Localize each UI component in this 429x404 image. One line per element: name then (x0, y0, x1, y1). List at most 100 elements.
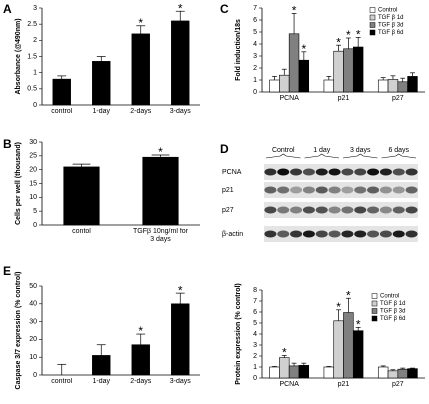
significance-mark: * (178, 1, 183, 15)
panel-letter: D (220, 142, 229, 156)
blot-band (341, 186, 354, 194)
blot-band (328, 206, 341, 214)
bar (288, 365, 300, 379)
x-tick-label-box: 3-days (169, 378, 191, 385)
blot-band (302, 206, 315, 214)
significance-mark: * (336, 35, 341, 49)
legend-swatch (369, 29, 376, 36)
x-tick-label: 3-days (169, 378, 191, 385)
x-tick-label-box: p21 (337, 95, 350, 102)
x-tick-label-box: 1-day (92, 108, 110, 115)
blot-band (277, 168, 290, 176)
x-tick-label-box: 1-day (92, 378, 110, 385)
x-tick-label-box: 2-days (130, 378, 151, 385)
blot-band (290, 186, 303, 194)
bar (377, 366, 389, 379)
blot-row-label: β-actin (222, 231, 243, 238)
legend-label: TGF β 6d (380, 316, 405, 322)
x-tick-label-box: control (51, 108, 72, 115)
panel-letter: A (3, 2, 12, 16)
y-tick-label: 0 (33, 222, 37, 229)
bar (397, 81, 408, 93)
blot-band (277, 206, 290, 214)
y-tick-label: 1 (33, 70, 37, 77)
blot-row-label: PCNA (222, 169, 242, 176)
x-tick-label: p21 (337, 381, 350, 388)
bar (52, 78, 71, 106)
significance-mark: * (356, 318, 361, 332)
bar (269, 366, 280, 379)
bar (92, 61, 111, 106)
y-tick-label: 1 (253, 77, 257, 84)
blot-bracket (342, 153, 378, 159)
legend-label: Control (380, 294, 399, 300)
blot-band (354, 230, 367, 238)
blot-group-label: 3 days (350, 147, 371, 154)
blot-band (264, 230, 277, 238)
significance-mark: * (346, 288, 351, 302)
legend-swatch (369, 22, 376, 28)
y-tick-label: 3 (33, 5, 37, 12)
blot-band (405, 168, 418, 176)
panel-letter: B (3, 137, 12, 151)
blot-band (379, 206, 392, 214)
legend-label: TGF β 3d (380, 309, 405, 315)
bar (92, 355, 111, 376)
blot-band (277, 230, 290, 238)
x-tick-label: p21 (337, 95, 350, 102)
x-tick-label: p27 (391, 95, 404, 102)
blot-band (315, 186, 328, 194)
blot-band (392, 186, 405, 194)
bar (269, 79, 280, 93)
blot-bracket (304, 153, 340, 159)
y-tick-label: 25 (29, 153, 37, 160)
significance-mark: * (292, 4, 297, 18)
legend-swatch (371, 300, 378, 307)
blot-band (392, 206, 405, 214)
y-tick-label: 5 (33, 208, 37, 215)
blot-strip (264, 202, 418, 218)
blot-row-label: p21 (222, 187, 234, 194)
bar (323, 79, 335, 93)
y-tick-label: 10 (29, 354, 37, 361)
bar (407, 368, 418, 379)
y-tick-label: 40 (29, 301, 37, 308)
y-tick-label: 15 (29, 180, 37, 187)
x-tick-label-box: p21 (337, 381, 350, 388)
bar (131, 33, 150, 106)
blot-band (379, 230, 392, 238)
significance-mark: * (336, 300, 341, 314)
panel-letter: C (220, 2, 229, 16)
significance-mark: * (346, 28, 351, 42)
bar (279, 74, 290, 93)
y-tick-label: 2 (253, 353, 257, 360)
legend-swatch (369, 7, 376, 13)
bar (298, 59, 310, 93)
y-axis-label: Caspase 3/7 expression (% control) (15, 272, 22, 390)
y-tick-label: 5 (253, 29, 257, 36)
blot-band (367, 230, 380, 238)
x-tick-label-box: PCNA (279, 95, 298, 102)
y-tick-label: 7 (253, 5, 257, 12)
blot-band (405, 186, 418, 194)
panel-letter: E (3, 264, 11, 278)
bar (171, 303, 190, 376)
x-tick-label-box: contol (72, 228, 91, 235)
blot-strip (264, 226, 418, 242)
blot-band (264, 168, 277, 176)
legend-label: TGF β 6d (378, 30, 403, 36)
y-tick-label: 1.5 (27, 53, 37, 60)
blot-band (315, 168, 328, 176)
blot-band (302, 186, 315, 194)
blot-bracket (381, 153, 417, 159)
y-tick-label: 3 (253, 342, 257, 349)
legend-label: TGF β 1d (380, 301, 405, 307)
blot-band (341, 230, 354, 238)
x-tick-label-box: TGFβ 10ng/ml for 3 days (133, 228, 188, 243)
blot-band (290, 168, 303, 176)
legend-label: TGF β 1d (378, 15, 403, 21)
bar (171, 20, 190, 106)
x-tick-label: PCNA (279, 381, 299, 388)
